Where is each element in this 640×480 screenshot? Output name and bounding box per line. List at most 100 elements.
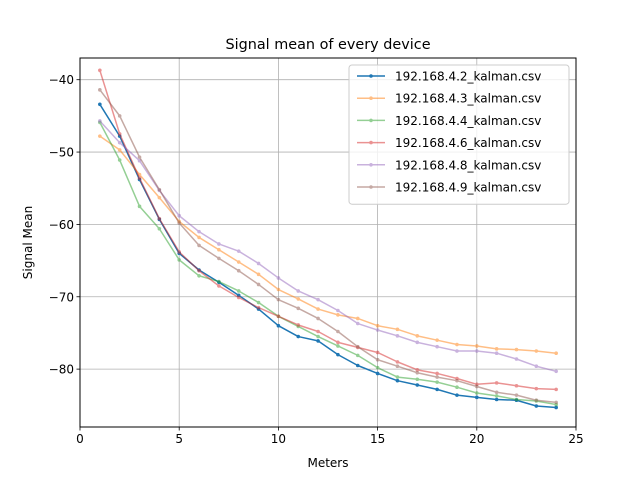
data-point xyxy=(296,289,301,293)
data-point xyxy=(355,344,360,349)
y-tick-label: −70 xyxy=(49,290,74,304)
data-point xyxy=(236,260,241,264)
data-point xyxy=(554,400,558,405)
y-axis-label: Signal Mean xyxy=(21,206,35,279)
data-point xyxy=(336,308,340,313)
data-point xyxy=(276,297,281,302)
x-axis-label: Meters xyxy=(307,456,348,470)
legend-label: 192.168.4.9_kalman.csv xyxy=(395,181,541,195)
data-point xyxy=(336,329,340,334)
data-point xyxy=(276,287,281,292)
data-point xyxy=(475,391,479,395)
data-point xyxy=(415,340,420,345)
data-point xyxy=(435,375,439,379)
data-point xyxy=(217,284,221,288)
legend-swatch xyxy=(357,96,385,100)
data-point xyxy=(98,119,102,123)
data-point xyxy=(514,383,519,388)
data-point xyxy=(157,226,162,231)
data-point xyxy=(435,371,439,376)
data-point xyxy=(455,393,459,397)
data-point xyxy=(217,256,221,261)
y-tick-label: −60 xyxy=(49,218,74,232)
x-tick-label: 20 xyxy=(469,432,484,446)
legend-item: 192.168.4.8_kalman.csv xyxy=(357,158,541,172)
data-point xyxy=(455,385,459,390)
legend-swatch xyxy=(357,74,385,78)
legend-box xyxy=(348,64,570,205)
data-point xyxy=(137,176,142,180)
data-point xyxy=(256,282,261,287)
series-5 xyxy=(98,119,558,374)
legend-label: 192.168.4.4_kalman.csv xyxy=(395,114,541,128)
data-point xyxy=(514,347,519,352)
data-point xyxy=(336,313,340,317)
data-point xyxy=(375,371,380,376)
data-point xyxy=(534,386,539,391)
series-line xyxy=(99,89,557,404)
data-point xyxy=(355,353,360,358)
x-tick-label: 0 xyxy=(76,432,84,446)
data-point xyxy=(236,295,241,300)
data-point xyxy=(98,102,102,107)
data-point xyxy=(296,323,301,327)
data-point xyxy=(137,155,142,159)
data-point xyxy=(355,316,360,321)
data-point xyxy=(415,368,420,372)
data-point xyxy=(494,351,499,356)
data-point xyxy=(117,114,122,118)
data-point xyxy=(455,378,459,383)
data-point xyxy=(336,340,340,345)
data-point xyxy=(157,216,162,221)
data-point xyxy=(296,297,301,301)
data-point xyxy=(375,350,380,355)
data-point xyxy=(395,327,400,332)
data-point xyxy=(395,378,400,383)
data-point xyxy=(514,397,519,402)
series-6 xyxy=(98,88,558,405)
legend-swatch xyxy=(357,118,385,123)
data-point xyxy=(217,247,221,252)
data-point xyxy=(316,297,320,302)
data-point xyxy=(177,258,181,262)
series-line xyxy=(99,120,557,373)
legend-label: 192.168.4.8_kalman.csv xyxy=(395,158,541,172)
data-point xyxy=(296,306,301,311)
data-point xyxy=(534,349,539,353)
data-point xyxy=(117,132,122,136)
data-point xyxy=(98,88,102,92)
series-3 xyxy=(98,120,558,407)
data-point xyxy=(316,316,320,321)
series-line xyxy=(99,70,557,391)
data-point xyxy=(514,357,519,361)
data-point xyxy=(177,213,181,218)
data-point xyxy=(217,242,221,246)
data-point xyxy=(256,261,261,266)
x-tick-label: 10 xyxy=(271,432,286,446)
legend-item: 192.168.4.3_kalman.csv xyxy=(357,92,541,106)
data-point xyxy=(375,328,380,332)
data-point xyxy=(117,140,122,145)
data-point xyxy=(455,349,459,353)
data-point xyxy=(494,381,499,385)
data-point xyxy=(117,158,122,162)
legend-swatch-marker xyxy=(369,140,373,145)
data-point xyxy=(534,404,539,408)
data-point xyxy=(534,364,539,369)
x-tick-label: 5 xyxy=(175,432,183,446)
data-point xyxy=(256,305,261,310)
data-point xyxy=(316,329,320,334)
legend-item: 192.168.4.9_kalman.csv xyxy=(357,181,541,195)
legend-swatch-marker xyxy=(369,96,373,100)
x-tick-label: 15 xyxy=(370,432,385,446)
series-4 xyxy=(98,68,558,392)
data-point xyxy=(236,289,241,293)
x-tick-label: 25 xyxy=(568,432,583,446)
data-point xyxy=(197,235,201,240)
data-point xyxy=(98,134,102,138)
data-point xyxy=(217,279,221,284)
legend: 192.168.4.2_kalman.csv 192.168.4.3_kalman… xyxy=(348,64,570,205)
data-point xyxy=(455,342,459,347)
data-point xyxy=(494,394,499,398)
